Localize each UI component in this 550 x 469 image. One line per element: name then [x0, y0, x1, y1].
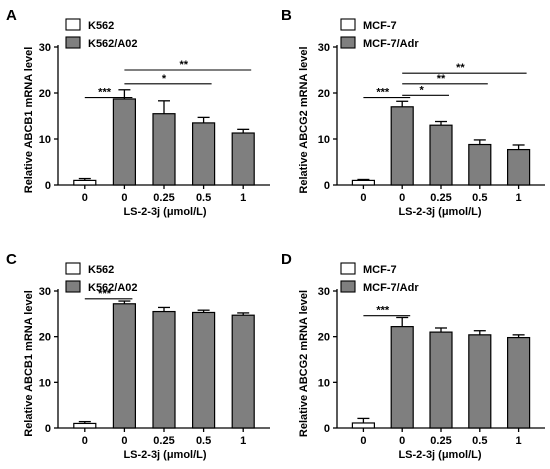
panel-letter: A — [6, 7, 17, 24]
y-axis-title: Relative ABCB1 mRNA level — [23, 47, 35, 194]
x-tick-label: 0.5 — [196, 192, 211, 204]
significance-label: * — [162, 73, 167, 85]
bar — [351, 422, 375, 429]
legend-swatch — [65, 18, 81, 31]
significance-label: ** — [456, 62, 465, 74]
x-tick-label: 0.25 — [430, 435, 451, 447]
chart-panel-b: B 0 10 20 30 Relative ABCG2 mRNA level 0 0 0.25 0… — [281, 7, 545, 218]
x-tick-label: 0 — [360, 435, 366, 447]
significance-label: ** — [180, 59, 189, 71]
y-axis-title: Relative ABCB1 mRNA level — [23, 290, 35, 437]
x-tick-label: 0.25 — [153, 192, 174, 204]
y-tick-label: 0 — [45, 423, 51, 435]
bar — [192, 122, 216, 186]
x-tick-label: 0 — [360, 192, 366, 204]
legend-label: K562 — [88, 264, 114, 276]
legend-swatch — [340, 262, 356, 275]
x-tick-label: 0 — [121, 435, 127, 447]
legend-label: K562 — [88, 20, 114, 32]
x-tick-label: 1 — [240, 192, 246, 204]
bar — [112, 98, 137, 186]
bar — [390, 326, 414, 429]
significance-label: * — [419, 84, 424, 96]
bar — [152, 310, 176, 429]
y-tick-label: 30 — [39, 286, 51, 298]
x-axis-title: LS-2-3j (μmol/L) — [123, 206, 206, 218]
legend-label: MCF-7/Adr — [363, 282, 419, 294]
bar — [429, 331, 453, 429]
y-tick-label: 20 — [318, 332, 330, 344]
legend-swatch — [340, 36, 356, 49]
y-axis-title: Relative ABCG2 mRNA level — [298, 46, 310, 193]
bar — [429, 124, 453, 186]
chart-panel-c: C 0 10 20 30 Relative ABCB1 mRNA level 0 0 0.25 0… — [6, 251, 270, 461]
y-tick-label: 30 — [318, 42, 330, 54]
x-tick-label: 1 — [516, 435, 522, 447]
x-tick-label: 0.5 — [472, 192, 487, 204]
significance-label: *** — [98, 87, 112, 99]
legend-swatch — [65, 280, 81, 293]
significance-label: ** — [437, 73, 446, 85]
x-axis-title: LS-2-3j (μmol/L) — [398, 206, 481, 218]
x-tick-label: 0 — [399, 192, 405, 204]
bar — [231, 314, 255, 429]
y-tick-label: 10 — [318, 377, 330, 389]
x-axis-title: LS-2-3j (μmol/L) — [123, 449, 206, 461]
bar — [468, 334, 492, 429]
y-tick-label: 0 — [324, 180, 330, 192]
legend-label: K562/A02 — [88, 282, 138, 294]
legend-label: MCF-7/Adr — [363, 38, 419, 50]
panel-letter: D — [281, 251, 292, 268]
bar — [112, 303, 137, 429]
chart-panel-d: D 0 10 20 30 Relative ABCG2 mRNA level 0 0 0.25 0… — [281, 251, 545, 461]
y-axis-title: Relative ABCG2 mRNA level — [298, 290, 310, 437]
legend-swatch — [340, 280, 356, 293]
panel-letter: C — [6, 251, 17, 268]
significance-label: *** — [98, 288, 112, 300]
y-tick-label: 20 — [39, 332, 51, 344]
y-tick-label: 20 — [39, 88, 51, 100]
x-tick-label: 0 — [399, 435, 405, 447]
x-tick-label: 0.5 — [472, 435, 487, 447]
significance-label: *** — [376, 305, 390, 317]
chart-panel-a: A 0 10 20 30 Relative ABCB1 mRNA level 0 0 0.25 0… — [6, 7, 270, 218]
bar — [507, 336, 531, 429]
x-axis-title: LS-2-3j (μmol/L) — [398, 449, 481, 461]
legend-swatch — [340, 18, 356, 31]
bar — [468, 143, 492, 186]
x-tick-label: 0.25 — [153, 435, 174, 447]
legend-swatch — [65, 262, 81, 275]
bar — [507, 148, 531, 186]
x-tick-label: 1 — [516, 192, 522, 204]
bar — [231, 132, 255, 186]
x-tick-label: 0 — [82, 435, 88, 447]
bar — [351, 179, 375, 186]
x-tick-label: 1 — [240, 435, 246, 447]
y-tick-label: 10 — [39, 377, 51, 389]
x-tick-label: 0 — [121, 192, 127, 204]
y-tick-label: 30 — [318, 286, 330, 298]
legend-label: MCF-7 — [363, 264, 397, 276]
x-tick-label: 0.5 — [196, 435, 211, 447]
bar — [73, 179, 97, 186]
x-tick-label: 0.25 — [430, 192, 451, 204]
significance-label: *** — [376, 87, 390, 99]
y-tick-label: 30 — [39, 42, 51, 54]
legend-swatch — [65, 36, 81, 49]
y-tick-label: 20 — [318, 88, 330, 100]
y-tick-label: 0 — [324, 423, 330, 435]
y-tick-label: 10 — [39, 134, 51, 146]
panel-letter: B — [281, 7, 292, 24]
legend-label: MCF-7 — [363, 20, 397, 32]
y-tick-label: 10 — [318, 134, 330, 146]
x-tick-label: 0 — [82, 192, 88, 204]
bar — [390, 106, 414, 186]
bar — [192, 311, 216, 429]
legend-label: K562/A02 — [88, 38, 138, 50]
bar — [152, 113, 176, 186]
y-tick-label: 0 — [45, 180, 51, 192]
bar — [73, 422, 97, 429]
